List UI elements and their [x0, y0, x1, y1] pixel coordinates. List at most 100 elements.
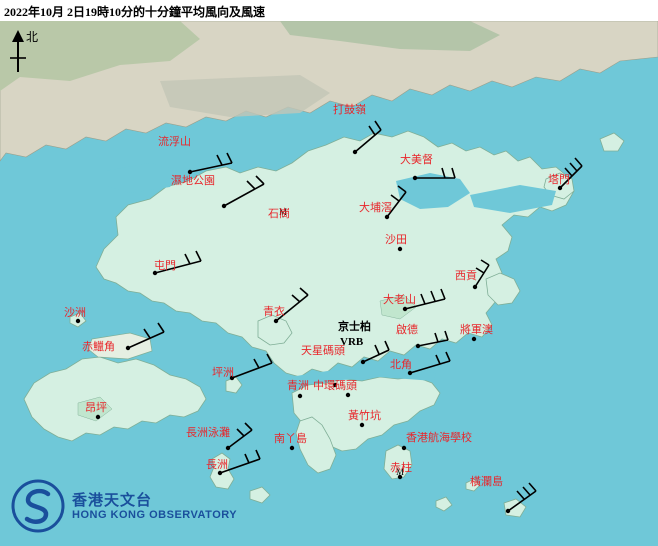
station-label-ngong-ping: 昂坪	[85, 402, 107, 414]
sai-kung-islands	[485, 272, 521, 306]
station-dot	[187, 169, 193, 175]
barb-tap-mun	[559, 157, 583, 189]
page-title: 2022年10月 2日19時10分的十分鐘平均風向及風速	[4, 5, 266, 19]
barb-tuen-mun	[154, 250, 202, 274]
station-dot	[505, 508, 511, 514]
calm-m-glyph: M	[396, 467, 404, 477]
station-label-star-ferry: 天星碼頭	[301, 345, 345, 357]
station-label-cheung-chau: 長洲	[206, 459, 228, 471]
station-label-peng-chau: 坪洲	[212, 367, 234, 379]
station-label-green-island: 青洲	[287, 380, 309, 392]
calm-m-glyph: M	[279, 207, 287, 217]
station-dot	[229, 375, 235, 381]
country-park-patch-2	[77, 396, 113, 422]
chek-lap-kok	[87, 332, 153, 360]
calm-markers: M M	[279, 207, 404, 477]
station-dot	[152, 270, 158, 276]
mainland-urban-patch	[160, 75, 330, 117]
barb-ta-kwu-ling	[354, 120, 382, 153]
station-dot	[472, 284, 478, 290]
barb-shek-kong	[282, 216, 284, 218]
barb-tai-po-kau	[386, 185, 407, 218]
lantau-island	[23, 356, 207, 442]
station-label-lau-fau-shan: 流浮山	[158, 136, 191, 148]
barb-tai-mei-tuk	[415, 167, 456, 179]
cheung-chau-island	[209, 452, 235, 490]
station-dot	[384, 214, 390, 220]
mainland-green-belt	[0, 21, 200, 91]
barb-cheung-chau-beach	[227, 422, 253, 449]
station-dot	[352, 149, 358, 155]
station-label-tseung-kwan-o: 將軍澳	[460, 324, 493, 336]
country-park-patch-1	[379, 294, 417, 320]
station-dot	[412, 175, 418, 181]
station-dot	[415, 343, 421, 349]
station-label-vrb: VRB	[340, 336, 364, 348]
station-dot	[345, 392, 351, 398]
tolo-channel	[470, 185, 556, 213]
station-dot	[407, 370, 413, 376]
waglan-island	[465, 478, 481, 492]
station-dot	[225, 445, 231, 451]
barb-kings-park	[362, 340, 390, 363]
barb-sai-kung	[474, 259, 490, 288]
station-label-tai-po-kau: 大埔滘	[359, 202, 392, 214]
station-label-wetland-park: 濕地公園	[171, 175, 215, 187]
mainland-green-belt-2	[280, 21, 500, 51]
hko-logo-english: HONG KONG OBSERVATORY	[72, 509, 238, 521]
lamma-island	[295, 416, 337, 474]
tolo-harbour-inlet	[396, 173, 470, 209]
station-label-wong-chuk-hang: 黃竹坑	[348, 410, 381, 422]
stanley-peninsula	[383, 444, 413, 480]
station-dot	[397, 246, 403, 252]
station-label-tsing-yi: 青衣	[263, 306, 285, 318]
barb-cheung-chau	[219, 449, 261, 474]
station-dot	[397, 474, 403, 480]
hko-logo: 香港天文台 HONG KONG OBSERVATORY	[10, 478, 260, 536]
map-graphics: M M	[0, 21, 658, 546]
station-label-kai-tak: 啟德	[396, 324, 418, 336]
station-dot	[402, 306, 408, 312]
station-label-waglan-island: 橫瀾島	[470, 476, 503, 488]
station-label-sha-chau: 沙洲	[64, 307, 86, 319]
tung-ping-chau	[599, 132, 625, 152]
station-label-north-point: 北角	[390, 359, 412, 371]
station-label-tuen-mun: 屯門	[154, 260, 176, 272]
station-dot	[217, 470, 223, 476]
station-label-tap-mun: 塔門	[548, 174, 570, 186]
station-label-stanley: 赤柱	[390, 462, 412, 474]
barb-peng-chau	[231, 353, 273, 379]
station-label-kings-park: 京士柏	[338, 321, 371, 333]
station-dot	[273, 318, 279, 324]
station-dot	[297, 393, 303, 399]
hko-logo-chinese: 香港天文台	[72, 493, 153, 509]
station-dot	[471, 336, 477, 342]
small-island-se	[435, 496, 453, 512]
barb-kai-tak	[417, 330, 449, 347]
station-label-sai-kung: 西貢	[455, 270, 477, 282]
barb-lau-fau-shan	[189, 152, 233, 173]
station-label-sha-tin: 沙田	[385, 234, 407, 246]
wind-barbs	[127, 120, 583, 512]
north-arrow: 北	[6, 28, 46, 74]
station-label-tai-mei-tuk: 大美督	[400, 154, 433, 166]
north-label: 北	[26, 30, 39, 44]
station-dot	[401, 445, 407, 451]
small-island-sw	[249, 486, 271, 504]
victoria-harbour	[290, 367, 436, 387]
station-dot	[332, 382, 338, 388]
station-dot	[359, 422, 365, 428]
station-dot	[221, 203, 227, 209]
hko-logo-icon	[11, 479, 65, 533]
station-dot	[125, 345, 131, 351]
deep-bay-inlet	[104, 163, 180, 193]
station-label-chek-lap-kok: 赤鱲角	[82, 341, 115, 353]
station-dot	[75, 318, 81, 324]
barb-tates-cairn	[404, 288, 446, 310]
station-label-hk-sea-school: 香港航海學校	[406, 432, 472, 444]
station-label-ta-kwu-ling: 打鼓嶺	[333, 104, 366, 116]
barb-wetland-park	[223, 175, 265, 207]
barb-waglan-island	[507, 482, 537, 512]
station-dot	[289, 445, 295, 451]
